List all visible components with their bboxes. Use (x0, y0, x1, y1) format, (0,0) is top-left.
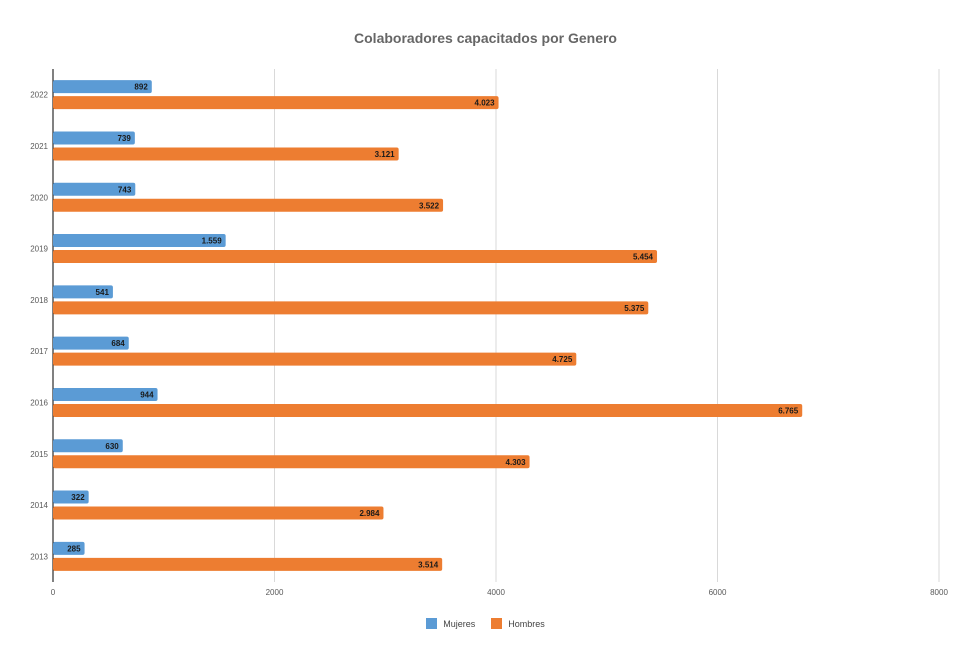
y-tick-label: 2019 (30, 245, 48, 254)
bar-mujeres (53, 336, 129, 350)
legend-label-mujeres: Mujeres (443, 618, 476, 629)
data-label: 3.514 (418, 560, 439, 569)
y-tick-label: 2018 (30, 296, 48, 305)
data-label: 684 (111, 339, 125, 348)
y-tick-label: 2022 (30, 91, 48, 100)
x-tick-label: 6000 (709, 588, 727, 597)
bar-mujeres (53, 285, 113, 299)
legend-item-hombres[interactable]: Hombres (491, 618, 545, 629)
bar-hombres (53, 301, 649, 315)
y-tick-label: 2020 (30, 193, 48, 202)
data-label: 892 (134, 83, 148, 92)
data-label: 1.559 (202, 237, 223, 246)
x-tick-label: 0 (51, 588, 56, 597)
x-tick-label: 8000 (930, 588, 948, 597)
data-label: 285 (67, 544, 81, 553)
bar-mujeres (53, 234, 226, 248)
y-tick-label: 2013 (30, 552, 48, 561)
data-label: 5.375 (624, 304, 645, 313)
bar-hombres (53, 403, 803, 417)
data-label: 4.303 (506, 458, 527, 467)
bar-hombres (53, 352, 577, 366)
bar-mujeres (53, 80, 152, 94)
bar-mujeres (53, 182, 136, 196)
y-tick-label: 2016 (30, 398, 48, 407)
data-label: 743 (118, 185, 132, 194)
bar-hombres (53, 198, 444, 212)
bar-mujeres (53, 387, 158, 401)
data-label: 2.984 (359, 509, 380, 518)
data-label: 944 (140, 390, 154, 399)
y-tick-label: 2021 (30, 142, 48, 151)
legend: Mujeres Hombres (0, 618, 971, 629)
data-label: 630 (105, 442, 119, 451)
legend-item-mujeres[interactable]: Mujeres (426, 618, 475, 629)
bar-hombres (53, 455, 530, 469)
x-tick-label: 4000 (487, 588, 505, 597)
data-label: 4.023 (475, 99, 496, 108)
bar-mujeres (53, 131, 135, 145)
data-label: 5.454 (633, 253, 654, 262)
x-tick-label: 2000 (266, 588, 284, 597)
data-label: 6.765 (778, 406, 799, 415)
data-label: 4.725 (552, 355, 573, 364)
data-label: 3.121 (375, 150, 396, 159)
y-tick-label: 2014 (30, 501, 48, 510)
bar-hombres (53, 557, 443, 571)
bar-hombres (53, 506, 384, 520)
y-tick-label: 2017 (30, 347, 48, 356)
legend-swatch-hombres (491, 618, 503, 629)
y-tick-label: 2015 (30, 450, 48, 459)
legend-label-hombres: Hombres (508, 618, 545, 629)
data-label: 322 (71, 493, 85, 502)
legend-swatch-mujeres (426, 618, 438, 629)
bar-mujeres (53, 490, 89, 504)
bar-hombres (53, 250, 658, 264)
data-label: 541 (96, 288, 110, 297)
chart-title: Colaboradores capacitados por Genero (354, 30, 617, 46)
data-label: 3.522 (419, 201, 440, 210)
bar-hombres (53, 147, 399, 161)
bar-mujeres (53, 439, 123, 453)
bar-mujeres (53, 541, 85, 555)
data-label: 739 (117, 134, 131, 143)
bar-hombres (53, 96, 499, 110)
